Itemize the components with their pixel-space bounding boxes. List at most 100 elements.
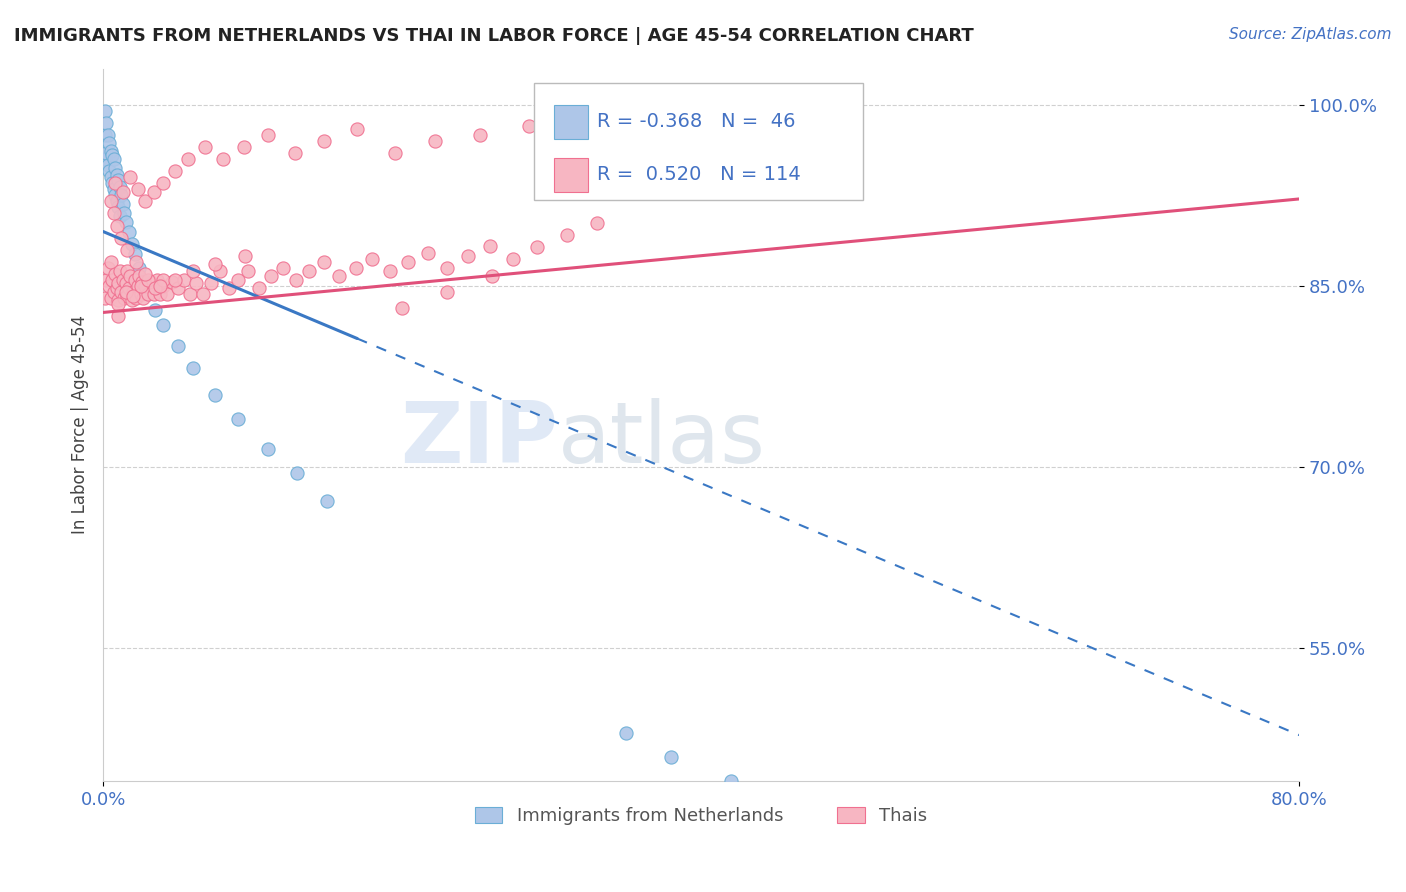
Point	[380, 264, 402, 278]
Point	[98, 136, 121, 151]
Bar	[554, 104, 588, 139]
Point	[125, 291, 148, 305]
Point	[152, 273, 174, 287]
Point	[107, 297, 129, 311]
Text: IMMIGRANTS FROM NETHERLANDS VS THAI IN LABOR FORCE | AGE 45-54 CORRELATION CHART: IMMIGRANTS FROM NETHERLANDS VS THAI IN L…	[14, 27, 974, 45]
Point	[314, 254, 336, 268]
Point	[256, 128, 278, 142]
Point	[143, 287, 166, 301]
Point	[105, 219, 128, 233]
Point	[108, 179, 131, 194]
Point	[436, 260, 458, 275]
Point	[361, 252, 384, 267]
Point	[204, 387, 226, 401]
Point	[328, 269, 350, 284]
Point	[194, 140, 217, 154]
Point	[132, 291, 155, 305]
Point	[107, 309, 129, 323]
Y-axis label: In Labor Force | Age 45-54: In Labor Force | Age 45-54	[72, 315, 89, 534]
Point	[247, 281, 270, 295]
Point	[181, 264, 204, 278]
Point	[136, 273, 159, 287]
Point	[114, 215, 136, 229]
Point	[97, 128, 120, 142]
Point	[124, 247, 146, 261]
Point	[110, 285, 132, 299]
Point	[105, 168, 128, 182]
Point	[122, 285, 145, 299]
Point	[100, 254, 122, 268]
Point	[122, 288, 145, 302]
Point	[384, 146, 406, 161]
Point	[134, 278, 156, 293]
Text: atlas: atlas	[558, 398, 766, 481]
Point	[416, 246, 439, 260]
Point	[167, 339, 190, 353]
Point	[396, 254, 419, 268]
Point	[101, 148, 124, 162]
Point	[94, 116, 117, 130]
Point	[346, 122, 368, 136]
Point	[103, 206, 125, 220]
Point	[118, 170, 141, 185]
FancyBboxPatch shape	[534, 83, 863, 201]
Point	[104, 188, 127, 202]
Point	[108, 264, 131, 278]
Point	[132, 273, 155, 287]
Text: R =  0.520   N = 114: R = 0.520 N = 114	[598, 165, 801, 184]
Point	[479, 239, 502, 253]
Point	[436, 285, 458, 299]
Point	[517, 120, 540, 134]
Point	[134, 267, 156, 281]
Point	[128, 269, 150, 284]
Point	[129, 278, 152, 293]
Point	[107, 293, 129, 308]
Point	[585, 216, 607, 230]
Point	[720, 774, 742, 789]
Point	[659, 749, 682, 764]
Point	[211, 152, 233, 166]
Point	[93, 128, 115, 142]
Point	[97, 158, 120, 172]
Point	[481, 269, 503, 284]
Point	[256, 442, 278, 456]
Point	[179, 287, 201, 301]
Point	[146, 273, 169, 287]
Point	[616, 725, 638, 739]
Point	[152, 278, 174, 293]
Point	[468, 128, 491, 142]
Point	[129, 287, 152, 301]
Point	[98, 164, 121, 178]
Point	[117, 225, 139, 239]
Point	[103, 152, 125, 166]
Point	[127, 182, 149, 196]
Point	[149, 278, 172, 293]
Point	[218, 281, 240, 295]
Point	[181, 361, 204, 376]
Point	[105, 281, 128, 295]
Point	[152, 176, 174, 190]
Point	[259, 269, 281, 284]
Point	[100, 144, 122, 158]
Point	[115, 288, 138, 302]
Point	[127, 278, 149, 293]
Point	[502, 252, 524, 267]
Point	[271, 260, 294, 275]
Point	[145, 303, 167, 318]
Point	[94, 273, 117, 287]
Point	[163, 164, 186, 178]
Point	[97, 260, 120, 275]
Point	[131, 275, 153, 289]
Point	[121, 236, 143, 251]
Point	[283, 146, 305, 161]
Point	[107, 201, 129, 215]
Point	[139, 275, 162, 289]
Point	[101, 176, 124, 190]
Point	[124, 273, 146, 287]
Point	[143, 185, 166, 199]
Point	[100, 291, 122, 305]
Point	[100, 170, 122, 185]
Point	[298, 264, 321, 278]
Point	[117, 281, 139, 295]
Point	[163, 273, 186, 287]
